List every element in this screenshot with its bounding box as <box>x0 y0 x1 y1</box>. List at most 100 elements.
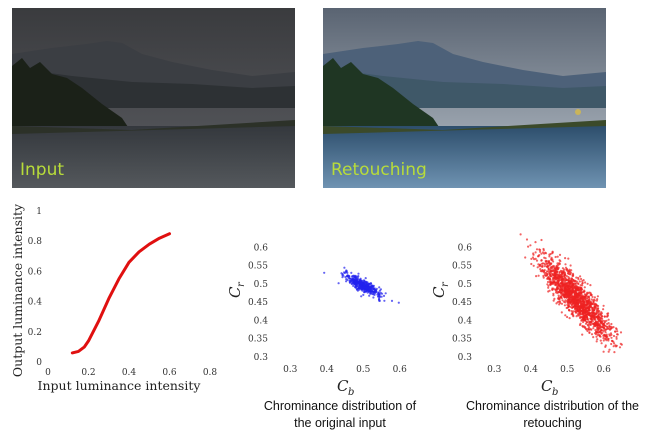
y-tick-label: 0 <box>36 358 42 368</box>
scatter-point <box>584 327 588 330</box>
scatter-point <box>357 272 360 275</box>
scatter-point <box>351 274 354 278</box>
scatter-point <box>368 284 371 287</box>
scatter-point <box>545 262 549 265</box>
scatter-point <box>565 294 568 297</box>
scatter-point <box>566 272 570 275</box>
scatter-point <box>581 294 584 297</box>
scatter-point <box>569 283 573 286</box>
scatter-point <box>590 314 593 317</box>
scatter-point <box>598 334 601 338</box>
scatter-point <box>605 328 608 331</box>
scatter-point <box>575 293 579 296</box>
scatter-point <box>568 317 571 320</box>
scatter-point <box>596 295 600 298</box>
scatter-point <box>552 299 555 302</box>
scatter-point <box>570 278 573 281</box>
scatter-point <box>564 263 567 266</box>
scatter-point <box>384 292 387 295</box>
scatter-point <box>562 294 565 297</box>
scatter-point <box>570 291 573 294</box>
scatter-point <box>534 241 537 244</box>
scatter-point <box>597 327 600 330</box>
scatter-point <box>565 278 569 281</box>
scatter-point <box>553 268 557 271</box>
y-axis-label-sub: r <box>440 281 451 287</box>
scatter-point <box>611 339 614 343</box>
scatter-point <box>567 257 570 260</box>
scatter-point <box>583 304 586 307</box>
scatter-point <box>563 288 566 291</box>
scatter-point <box>574 307 577 311</box>
scatter-point <box>377 295 380 298</box>
scatter-point <box>572 301 575 304</box>
scatter-point <box>613 351 616 354</box>
scatter-point <box>572 315 575 318</box>
scatter-point <box>358 279 361 282</box>
scatter-point <box>532 252 535 255</box>
scatter-point <box>560 291 563 295</box>
scatter-point <box>596 333 599 337</box>
scatter-point <box>580 291 583 295</box>
scatter-point <box>378 299 381 302</box>
scatter-point <box>356 289 359 292</box>
input-photo: Input <box>12 8 295 188</box>
scatter-point <box>615 337 618 340</box>
scatter-point <box>380 292 384 295</box>
scatter-point <box>581 306 584 309</box>
scatter-point <box>545 270 549 273</box>
y-tick-label: 0.4 <box>254 316 269 326</box>
scatter-point <box>564 314 567 317</box>
scatter-point <box>587 311 590 314</box>
scatter-point <box>390 299 394 302</box>
scatter-point <box>588 331 591 334</box>
scatter-point <box>558 259 561 262</box>
y-tick-label: 0.5 <box>458 280 473 290</box>
x-tick-label: 0.6 <box>597 365 612 375</box>
scatter-point <box>343 266 346 269</box>
scatter-point <box>567 275 570 279</box>
scatter-point <box>605 319 608 322</box>
scatter-point <box>561 277 564 280</box>
scatter-point <box>574 300 577 303</box>
scatter-point <box>533 258 536 261</box>
scatter-point <box>575 315 578 318</box>
scatter-point <box>561 299 564 302</box>
scatter-point <box>568 309 571 312</box>
scatter-point <box>551 258 554 261</box>
scatter-point <box>352 284 355 287</box>
scatter-point <box>582 291 585 294</box>
scatter-point <box>592 316 596 319</box>
scatter-point <box>549 252 552 256</box>
scatter-point <box>553 297 556 300</box>
y-tick-label: 0.4 <box>458 316 473 326</box>
scatter-point <box>599 319 603 322</box>
scatter-point <box>582 301 586 304</box>
scatter-point <box>601 319 604 322</box>
scatter-point <box>524 256 527 259</box>
scatter-point <box>578 311 581 314</box>
scatter-point <box>600 317 603 320</box>
scatter-point <box>610 336 613 339</box>
scatter-point <box>539 268 542 271</box>
scatter-point <box>359 284 362 287</box>
scatter-point <box>531 256 535 259</box>
scatter-point <box>594 328 597 332</box>
retouch-scatter-points <box>519 233 623 354</box>
scatter-point <box>541 269 544 272</box>
scatter-point <box>377 291 380 294</box>
x-tick-label: 0 <box>45 368 51 378</box>
scatter-point <box>610 342 613 346</box>
scatter-point <box>608 333 611 336</box>
scatter-point <box>556 262 559 265</box>
scatter-point <box>615 344 618 347</box>
scatter-point <box>593 312 596 316</box>
scatter-point <box>536 266 539 269</box>
scatter-point <box>569 273 572 276</box>
scatter-point <box>607 318 610 321</box>
scatter-point <box>563 274 566 277</box>
scatter-point <box>364 277 367 280</box>
caption-original: Chrominance distribution of the original… <box>240 398 440 432</box>
scatter-point <box>570 299 573 302</box>
scatter-point <box>565 306 568 310</box>
